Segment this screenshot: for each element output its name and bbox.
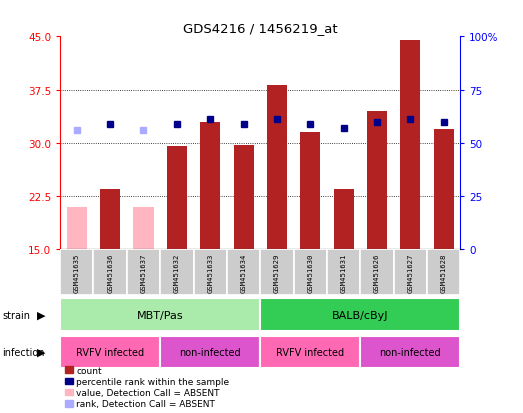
Bar	[360, 336, 460, 368]
Bar	[167, 147, 187, 250]
Bar	[233, 146, 254, 250]
Bar	[60, 336, 160, 368]
Bar	[334, 190, 354, 250]
Text: GSM451631: GSM451631	[340, 254, 347, 293]
Text: strain: strain	[3, 310, 31, 320]
Text: GSM451636: GSM451636	[107, 254, 113, 293]
Bar	[94, 250, 127, 295]
Bar	[194, 250, 227, 295]
Bar	[260, 299, 460, 331]
Bar	[200, 122, 220, 250]
Bar	[160, 250, 194, 295]
Text: GSM451632: GSM451632	[174, 254, 180, 293]
Bar	[260, 250, 293, 295]
Bar	[160, 336, 260, 368]
Text: ▶: ▶	[37, 310, 45, 320]
Text: GSM451633: GSM451633	[207, 254, 213, 293]
Title: GDS4216 / 1456219_at: GDS4216 / 1456219_at	[183, 21, 337, 35]
Text: GSM451634: GSM451634	[241, 254, 246, 293]
Bar	[360, 250, 393, 295]
Text: GSM451630: GSM451630	[307, 254, 313, 293]
Legend: count, percentile rank within the sample, value, Detection Call = ABSENT, rank, : count, percentile rank within the sample…	[65, 366, 230, 408]
Text: RVFV infected: RVFV infected	[276, 347, 344, 357]
Bar	[400, 41, 420, 250]
Text: GSM451629: GSM451629	[274, 254, 280, 293]
Text: GSM451628: GSM451628	[440, 254, 447, 293]
Text: RVFV infected: RVFV infected	[76, 347, 144, 357]
Bar	[427, 250, 460, 295]
Text: GSM451635: GSM451635	[74, 254, 80, 293]
Bar	[300, 133, 320, 250]
Bar	[267, 85, 287, 250]
Bar	[60, 299, 260, 331]
Text: GSM451627: GSM451627	[407, 254, 413, 293]
Text: infection: infection	[3, 347, 45, 357]
Text: ▶: ▶	[37, 347, 45, 357]
Bar	[327, 250, 360, 295]
Bar	[293, 250, 327, 295]
Text: BALB/cByJ: BALB/cByJ	[332, 310, 389, 320]
Bar	[367, 112, 387, 250]
Bar	[100, 190, 120, 250]
Text: non-infected: non-infected	[179, 347, 241, 357]
Bar	[60, 250, 94, 295]
Bar	[434, 129, 453, 250]
Bar	[127, 250, 160, 295]
Bar	[227, 250, 260, 295]
Bar	[260, 336, 360, 368]
Bar	[394, 250, 427, 295]
Text: MBT/Pas: MBT/Pas	[137, 310, 184, 320]
Text: non-infected: non-infected	[379, 347, 441, 357]
Bar	[67, 207, 87, 250]
Bar	[133, 207, 154, 250]
Text: GSM451626: GSM451626	[374, 254, 380, 293]
Text: GSM451637: GSM451637	[141, 254, 146, 293]
